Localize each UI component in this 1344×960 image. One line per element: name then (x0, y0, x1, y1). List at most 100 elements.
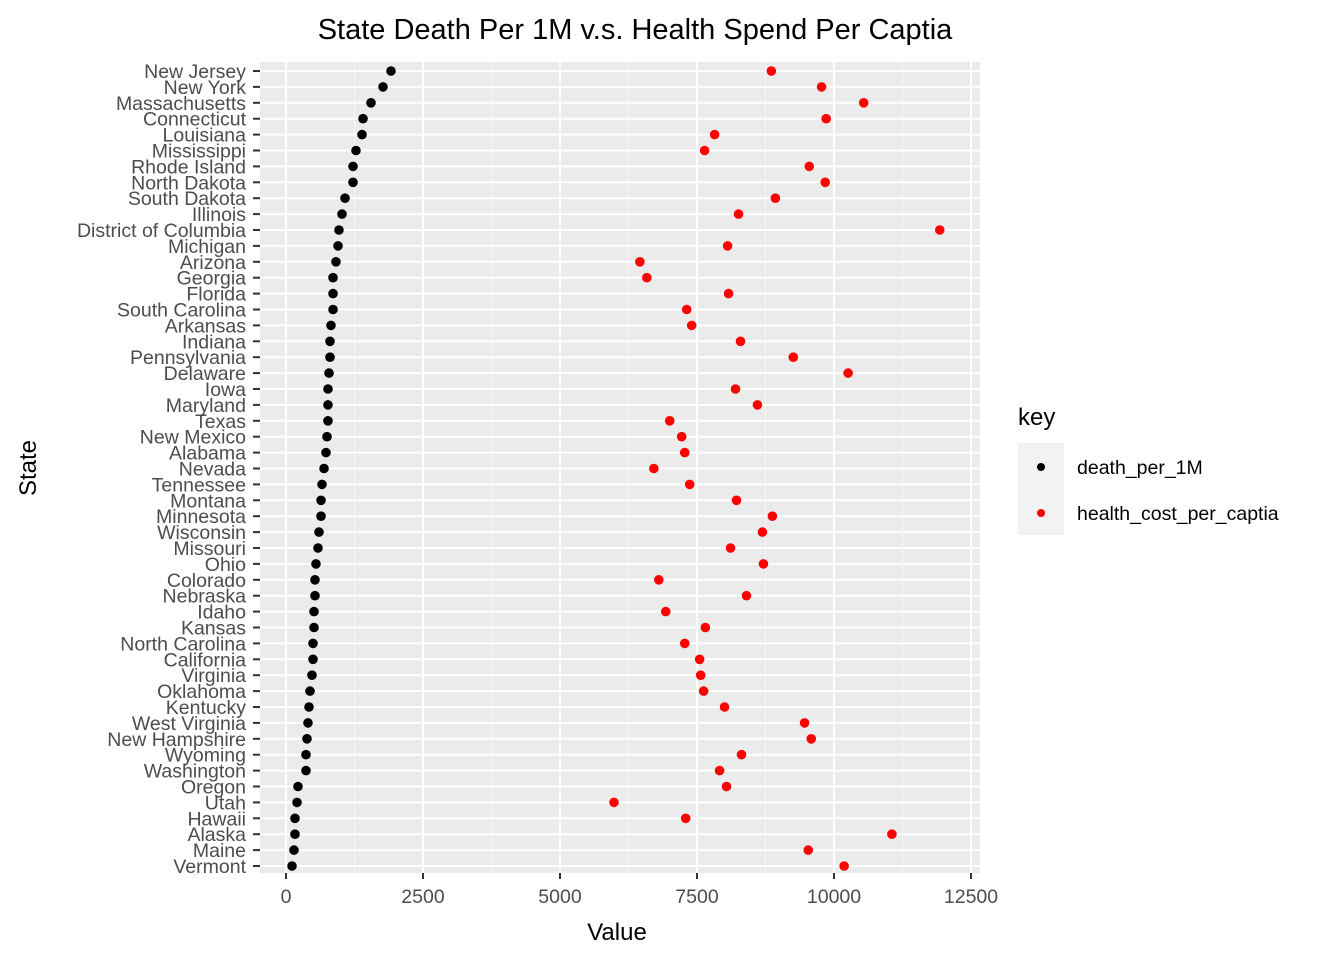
point-health-cost-per-captia (609, 797, 619, 808)
y-tick-label: Delaware (164, 363, 246, 385)
y-tick-label: Florida (186, 284, 246, 306)
point-health-cost-per-captia (642, 272, 652, 283)
y-tick-label: Nevada (179, 459, 246, 481)
point-death-per-1M (289, 845, 299, 855)
y-tick-label: Louisiana (163, 125, 247, 147)
point-health-cost-per-captia (731, 495, 742, 506)
y-tick-label: Washington (144, 761, 246, 783)
y-tick-label: Hawaii (187, 808, 246, 830)
point-death-per-1M (293, 781, 303, 792)
point-health-cost-per-captia (714, 765, 725, 776)
point-death-per-1M (325, 336, 335, 347)
point-death-per-1M (304, 702, 314, 712)
point-death-per-1M (366, 98, 376, 108)
point-death-per-1M (348, 177, 358, 188)
y-tick-label: Indiana (182, 331, 246, 353)
point-health-cost-per-captia (741, 590, 752, 601)
point-health-cost-per-captia (803, 845, 814, 855)
point-health-cost-per-captia (660, 606, 671, 617)
chart-title: State Death Per 1M v.s. Health Spend Per… (318, 14, 953, 46)
y-tick-label: Minnesota (156, 506, 246, 528)
y-tick-label: Iowa (205, 379, 246, 401)
point-health-cost-per-captia (757, 527, 768, 537)
point-death-per-1M (378, 82, 388, 92)
point-health-cost-per-captia (695, 670, 706, 680)
point-health-cost-per-captia (821, 113, 831, 124)
point-health-cost-per-captia (858, 98, 869, 108)
y-tick-label: Massachusetts (116, 93, 246, 115)
y-tick-label: Alaska (187, 824, 246, 846)
point-health-cost-per-captia (799, 718, 810, 728)
point-health-cost-per-captia (700, 622, 711, 633)
point-death-per-1M (348, 161, 358, 172)
y-tick-label: New Mexico (140, 427, 246, 449)
y-tick-label: Missouri (173, 538, 246, 560)
point-health-cost-per-captia (770, 193, 781, 203)
point-death-per-1M (319, 463, 329, 474)
y-tick-label: Ohio (205, 554, 246, 576)
y-tick-label: South Carolina (117, 300, 246, 322)
point-death-per-1M (316, 511, 326, 521)
y-tick-label: Texas (195, 411, 246, 433)
point-death-per-1M (290, 829, 300, 839)
data-points (287, 66, 945, 871)
point-health-cost-per-captia (766, 66, 777, 76)
legend-key-death-per-1m (1037, 463, 1045, 471)
point-health-cost-per-captia (723, 288, 734, 299)
y-tick-label: Idaho (197, 602, 246, 624)
x-tick-label: 0 (281, 886, 292, 908)
point-death-per-1M (308, 654, 318, 665)
point-health-cost-per-captia (681, 304, 692, 315)
point-death-per-1M (313, 543, 323, 553)
y-tick-label: Mississippi (152, 141, 246, 163)
y-tick-label: New Jersey (144, 61, 246, 83)
y-tick-label: Pennsylvania (130, 347, 246, 369)
point-death-per-1M (290, 813, 300, 824)
y-tick-label: Colorado (167, 570, 246, 592)
legend-key-health-cost (1037, 509, 1045, 517)
point-death-per-1M (307, 670, 317, 680)
y-axis-title: State (15, 440, 42, 496)
y-tick-label: Oklahoma (157, 681, 246, 703)
x-tick-label: 10000 (807, 886, 861, 908)
y-tick-label: Connecticut (143, 109, 247, 131)
y-tick-label: Rhode Island (131, 156, 246, 178)
y-tick-label: North Dakota (131, 172, 246, 194)
point-death-per-1M (340, 193, 350, 203)
point-health-cost-per-captia (816, 82, 827, 92)
y-tick-label: Arizona (180, 252, 246, 274)
point-health-cost-per-captia (721, 781, 732, 792)
legend: key death_per_1M health_cost_per_captia (1018, 404, 1279, 535)
y-tick-label: Wyoming (165, 745, 246, 767)
point-health-cost-per-captia (804, 161, 815, 172)
major-gridlines (260, 62, 980, 873)
point-death-per-1M (323, 416, 333, 426)
point-death-per-1M (337, 209, 347, 219)
legend-label-health-cost: health_cost_per_captia (1077, 503, 1279, 525)
point-health-cost-per-captia (788, 352, 799, 363)
y-tick-label: District of Columbia (77, 220, 246, 242)
y-tick-label: Arkansas (165, 315, 247, 337)
point-health-cost-per-captia (806, 734, 817, 744)
point-death-per-1M (328, 272, 338, 283)
y-tick-label: California (164, 649, 247, 671)
point-health-cost-per-captia (725, 543, 736, 553)
point-death-per-1M (308, 638, 318, 649)
y-tick-label: Utah (205, 792, 246, 814)
y-tick-label: Nebraska (163, 586, 247, 608)
point-health-cost-per-captia (694, 654, 705, 665)
point-death-per-1M (311, 559, 321, 569)
point-death-per-1M (357, 129, 367, 140)
point-death-per-1M (302, 734, 312, 744)
point-death-per-1M (386, 66, 396, 76)
y-tick-label: Michigan (168, 236, 246, 258)
point-health-cost-per-captia (698, 686, 709, 696)
point-health-cost-per-captia (820, 177, 830, 188)
point-health-cost-per-captia (679, 638, 690, 649)
point-health-cost-per-captia (934, 225, 945, 235)
point-death-per-1M (314, 527, 324, 537)
y-tick-label: Kentucky (166, 697, 246, 719)
legend-key-background (1018, 443, 1064, 535)
y-tick-label: South Dakota (128, 188, 246, 210)
